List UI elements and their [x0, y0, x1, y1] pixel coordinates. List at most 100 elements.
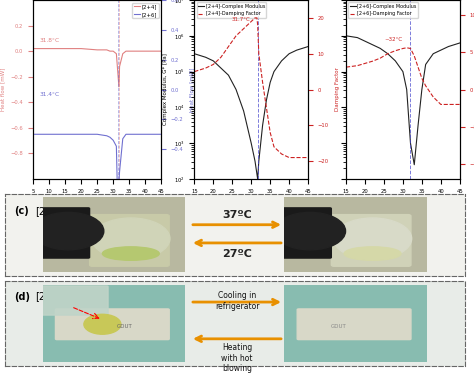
[2+6]-Complex Modulus — [423, 62, 428, 67]
[2+6]-Complex Modulus — [411, 163, 417, 167]
Text: ~32°C: ~32°C — [384, 37, 402, 42]
[2+6] — [129, 132, 135, 137]
[2+6]-Damping Factor — [415, 65, 421, 69]
Circle shape — [84, 314, 121, 334]
[2+6]-Complex Modulus — [415, 123, 421, 128]
[2+6] — [123, 132, 129, 137]
[2+4]-Damping Factor — [305, 155, 311, 160]
X-axis label: Temperature [°C]: Temperature [°C] — [224, 199, 278, 204]
Ellipse shape — [344, 247, 401, 260]
[2+6]-Damping Factor — [343, 65, 349, 69]
[2+4] — [63, 46, 68, 51]
[2+4] — [126, 49, 132, 53]
[2+4]-Complex Modulus — [248, 141, 254, 145]
[2+4]-Damping Factor — [252, 16, 258, 20]
Text: Heating
with hot
blowing: Heating with hot blowing — [221, 344, 253, 373]
[2+6] — [149, 132, 155, 137]
[2+6] — [136, 132, 142, 137]
[2+6]-Complex Modulus — [392, 59, 398, 63]
[2+4]-Complex Modulus — [260, 123, 265, 128]
[2+6]-Complex Modulus — [377, 46, 383, 51]
[2+4]-Damping Factor — [267, 130, 273, 135]
[2+6]-Damping Factor — [362, 61, 368, 66]
FancyBboxPatch shape — [55, 309, 169, 339]
Text: 31.8°C: 31.8°C — [39, 38, 60, 43]
[2+4]-Complex Modulus — [218, 66, 224, 70]
[2+4] — [104, 48, 109, 52]
[2+4]-Damping Factor — [271, 145, 277, 149]
[2+4]-Damping Factor — [218, 55, 224, 60]
Text: (d): (d) — [14, 292, 30, 301]
[2+4]-Damping Factor — [260, 80, 265, 85]
[2+6]-Complex Modulus — [385, 51, 391, 56]
Text: 27ºC: 27ºC — [222, 249, 252, 259]
Text: GDUT: GDUT — [330, 324, 346, 329]
[2+6] — [30, 132, 36, 137]
[2+6]-Complex Modulus — [430, 51, 436, 56]
Legend: [2+6]-Complex Modulus, [2+6]-Damping Factor: [2+6]-Complex Modulus, [2+6]-Damping Fac… — [348, 3, 418, 18]
[2+6] — [63, 132, 68, 137]
[2+4] — [120, 51, 126, 56]
[2+4]-Complex Modulus — [267, 80, 273, 85]
[2+6]-Complex Modulus — [343, 34, 349, 38]
[2+4]-Complex Modulus — [264, 98, 269, 103]
[2+4]-Complex Modulus — [286, 51, 292, 56]
[2+4] — [123, 49, 129, 53]
[2+4]-Damping Factor — [248, 19, 254, 24]
[2+6]-Complex Modulus — [355, 35, 360, 40]
[2+6] — [114, 144, 119, 148]
Legend: [2+4]-Complex Modulus, [2+4]-Damping Factor: [2+4]-Complex Modulus, [2+4]-Damping Fac… — [197, 3, 266, 18]
[2+4]-Damping Factor — [203, 66, 209, 70]
[2+6]-Damping Factor — [392, 48, 398, 53]
[2+6] — [115, 199, 120, 204]
[2+6]-Damping Factor — [446, 102, 451, 107]
Line: [2+4]-Damping Factor: [2+4]-Damping Factor — [194, 18, 308, 157]
Ellipse shape — [102, 247, 159, 260]
[2+4]-Complex Modulus — [233, 87, 239, 92]
Y-axis label: Heat flow [mW]: Heat flow [mW] — [0, 68, 5, 111]
[2+4]-Damping Factor — [255, 23, 261, 27]
[2+4]-Complex Modulus — [271, 69, 277, 74]
[2+4]-Damping Factor — [286, 155, 292, 160]
[2+4]-Damping Factor — [226, 44, 231, 49]
[2+6] — [110, 138, 116, 142]
Line: [2+4]-Complex Modulus: [2+4]-Complex Modulus — [194, 47, 308, 179]
Line: [2+4]: [2+4] — [33, 48, 161, 87]
[2+4]-Complex Modulus — [305, 44, 311, 49]
[2+6]-Damping Factor — [430, 95, 436, 99]
Circle shape — [33, 212, 104, 250]
[2+6]-Damping Factor — [411, 54, 417, 58]
Y-axis label: Heat Flow [mW]: Heat Flow [mW] — [189, 67, 194, 112]
[2+6] — [46, 132, 52, 137]
Legend: [2+4], [2+6]: [2+4], [2+6] — [132, 3, 158, 18]
[2+4] — [149, 49, 155, 53]
[2+6]-Complex Modulus — [362, 39, 368, 43]
FancyBboxPatch shape — [297, 309, 411, 339]
[2+4]-Damping Factor — [264, 105, 269, 110]
[2+4]-Complex Modulus — [226, 73, 231, 78]
[2+4]-Complex Modulus — [241, 109, 246, 113]
[2+4] — [117, 64, 122, 69]
[2+6] — [94, 132, 100, 137]
[2+6]-Complex Modulus — [457, 41, 463, 45]
[2+4] — [142, 49, 148, 53]
Text: 37ºC: 37ºC — [222, 210, 252, 220]
[2+4] — [158, 49, 164, 53]
[2+4]-Damping Factor — [241, 26, 246, 31]
[2+6]-Damping Factor — [377, 56, 383, 60]
[2+6] — [78, 132, 84, 137]
[2+6]-Damping Factor — [355, 63, 360, 68]
Line: [2+6]: [2+6] — [33, 134, 161, 201]
Text: [2+4]: [2+4] — [35, 206, 63, 216]
[2+4] — [107, 49, 113, 53]
[2+6]-Damping Factor — [419, 76, 425, 81]
[2+4] — [110, 49, 116, 53]
Ellipse shape — [91, 218, 170, 259]
[2+6]-Complex Modulus — [446, 44, 451, 49]
Text: GDUT: GDUT — [117, 324, 132, 329]
[2+4] — [136, 49, 142, 53]
[2+4]-Complex Modulus — [279, 59, 284, 63]
[2+6] — [104, 134, 109, 138]
[2+4] — [46, 46, 52, 51]
Text: (c): (c) — [14, 206, 29, 216]
